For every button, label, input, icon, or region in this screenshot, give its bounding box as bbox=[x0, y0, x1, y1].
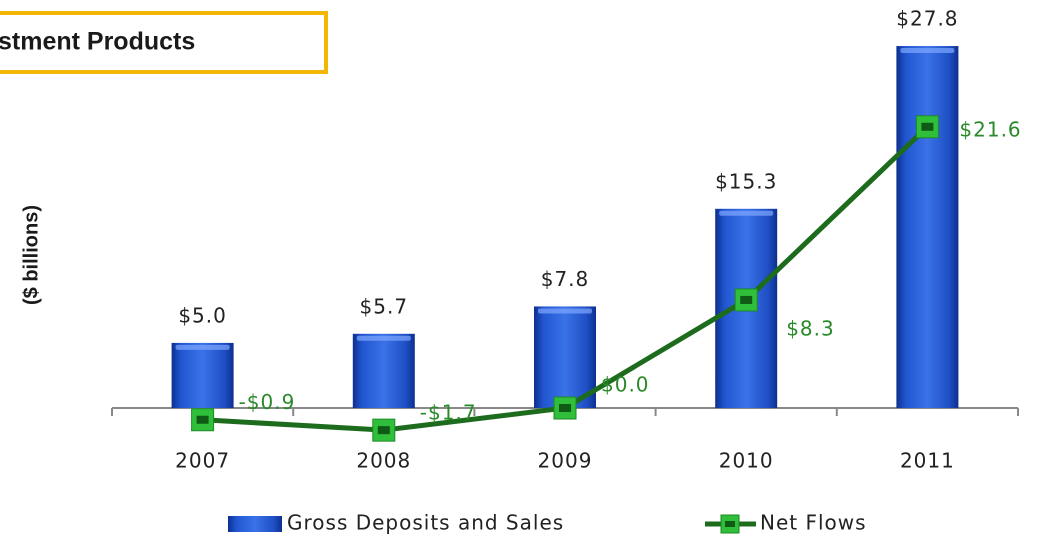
title-box bbox=[0, 11, 328, 74]
legend-label: Net Flows bbox=[760, 511, 867, 535]
bar-highlight bbox=[900, 48, 955, 54]
legend-label: Gross Deposits and Sales bbox=[287, 511, 564, 535]
data-label: $21.6 bbox=[959, 117, 1021, 141]
data-label: $5.7 bbox=[360, 294, 409, 318]
bar-highlight bbox=[719, 210, 774, 216]
chart-title: stment Products bbox=[0, 28, 195, 56]
marker-core bbox=[196, 415, 209, 424]
marker-core bbox=[921, 122, 934, 131]
data-label: $27.8 bbox=[896, 7, 958, 31]
x-tick-label: 2010 bbox=[719, 449, 774, 473]
data-label: $15.3 bbox=[715, 169, 777, 193]
x-tick-label: 2008 bbox=[356, 449, 411, 473]
bar bbox=[896, 46, 959, 409]
x-tick-label: 2011 bbox=[900, 449, 955, 473]
marker-core bbox=[559, 404, 571, 413]
marker-core bbox=[377, 426, 390, 435]
bar bbox=[534, 306, 596, 409]
legend-marker-core bbox=[725, 521, 735, 527]
y-axis-label: ($ billions) bbox=[20, 205, 42, 305]
x-tick-label: 2009 bbox=[538, 449, 593, 473]
data-label: -$0.9 bbox=[239, 390, 296, 414]
bar-highlight bbox=[356, 335, 411, 341]
data-label: $0.0 bbox=[601, 373, 650, 397]
data-label: $8.3 bbox=[786, 316, 835, 340]
data-label: $7.8 bbox=[541, 267, 590, 291]
data-label: -$1.7 bbox=[420, 401, 477, 425]
data-label: $5.0 bbox=[178, 303, 227, 327]
bar bbox=[171, 342, 234, 409]
bar-highlight bbox=[175, 344, 230, 350]
x-tick-label: 2007 bbox=[175, 449, 230, 473]
marker-core bbox=[740, 295, 753, 304]
bar bbox=[352, 333, 415, 409]
bar-highlight bbox=[538, 308, 592, 314]
legend-swatch bbox=[228, 516, 282, 532]
